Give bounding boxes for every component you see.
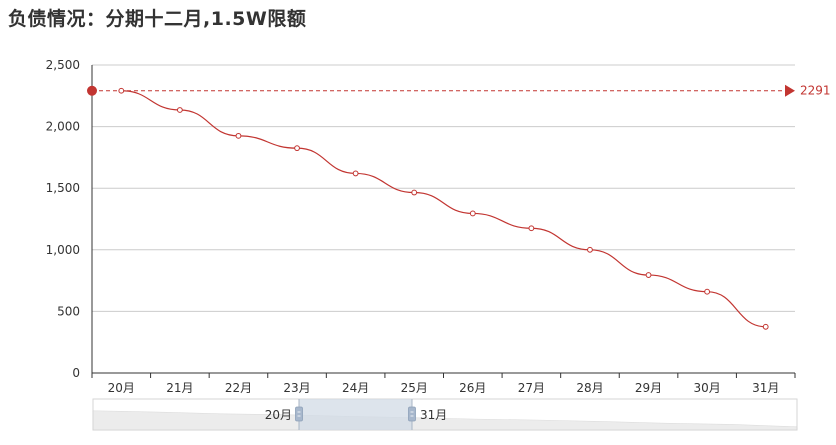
mark-line: 2291 — [87, 84, 831, 98]
data-point — [645, 272, 652, 278]
mark-line-start-symbol — [87, 85, 97, 96]
data-zoom-shadow — [92, 410, 798, 431]
data-point — [704, 288, 711, 295]
grid-lines — [92, 64, 795, 312]
x-tick-label: 20月 — [108, 381, 135, 395]
x-tick-label: 22月 — [225, 381, 252, 395]
data-zoom-handle-icon[interactable] — [295, 406, 303, 422]
data-point — [587, 246, 593, 253]
y-axis: 0 500 1,000 1,500 2,000 2,500 — [46, 58, 93, 380]
chart-title: 负债情况：分期十二月,1.5W限额 — [8, 8, 307, 30]
y-tick-label: 1,500 — [46, 181, 80, 195]
y-tick-label: 1,000 — [46, 243, 80, 257]
data-zoom-start-label: 20月 — [265, 408, 292, 422]
data-point — [411, 189, 418, 196]
x-tick-label: 28月 — [576, 381, 603, 395]
x-tick-label: 26月 — [459, 381, 486, 395]
x-tick-label: 24月 — [342, 381, 369, 395]
data-zoom-handle-icon[interactable] — [408, 406, 416, 422]
data-point — [118, 87, 125, 94]
mark-line-label: 2291 — [800, 84, 831, 98]
x-tick-label: 27月 — [518, 381, 545, 395]
x-tick-label: 31月 — [752, 381, 779, 395]
data-point — [235, 132, 242, 139]
data-point — [528, 225, 535, 232]
x-tick-label: 29月 — [635, 381, 662, 395]
y-tick-label: 2,500 — [46, 58, 80, 72]
y-tick-label: 0 — [72, 366, 80, 380]
data-zoom[interactable]: 20月 31月 — [92, 398, 798, 431]
series-path — [121, 90, 766, 328]
mark-line-arrow-icon — [785, 84, 795, 97]
x-tick-label: 25月 — [401, 381, 428, 395]
x-axis: 20月 21月 22月 23月 24月 25月 26月 27月 28月 29月 30月 31月 — [91, 372, 796, 395]
x-tick-label: 21月 — [166, 381, 193, 395]
x-tick-label: 23月 — [283, 381, 310, 395]
data-point — [762, 323, 769, 330]
x-tick-label: 30月 — [693, 381, 720, 395]
y-tick-label: 500 — [57, 304, 80, 318]
data-zoom-window — [299, 399, 412, 430]
data-point — [469, 210, 476, 217]
series-line — [118, 87, 769, 330]
y-tick-label: 2,000 — [46, 120, 80, 134]
data-point — [294, 145, 300, 152]
data-point — [176, 107, 183, 113]
data-zoom-end-label: 31月 — [420, 408, 447, 422]
data-point — [352, 170, 359, 177]
